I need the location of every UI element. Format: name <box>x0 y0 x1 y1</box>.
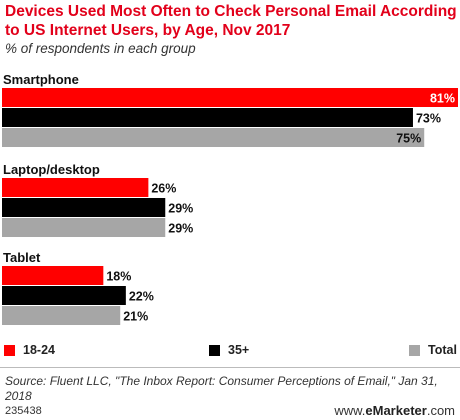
brand-prefix: www. <box>334 403 366 418</box>
legend-swatch-18-24 <box>4 344 15 356</box>
legend-swatch-total <box>409 344 420 356</box>
footer-divider <box>0 367 460 368</box>
data-label-laptop-desktop-35: 29% <box>168 202 193 216</box>
category-label-tablet: Tablet <box>3 250 41 265</box>
data-label-laptop-desktop-18-24: 26% <box>151 182 176 196</box>
bar-smartphone-total <box>2 128 425 147</box>
bar-laptop-desktop-total <box>2 218 166 237</box>
legend-swatch-35plus <box>209 344 220 356</box>
bar-laptop-desktop-18-24 <box>2 178 149 197</box>
bar-tablet-total <box>2 306 121 325</box>
bar-laptop-desktop-35 <box>2 198 166 217</box>
data-label-smartphone-35: 73% <box>416 112 441 126</box>
legend-item-18-24: 18-24 <box>4 343 55 357</box>
bar-tablet-18-24 <box>2 266 104 285</box>
chart-id: 235438 <box>5 405 42 417</box>
chart-subtitle: % of respondents in each group <box>5 41 196 56</box>
legend-item-35plus: 35+ <box>209 343 249 357</box>
data-label-laptop-desktop-total: 29% <box>168 222 193 236</box>
legend-label-18-24: 18-24 <box>23 343 55 357</box>
brand-link[interactable]: www.eMarketer.com <box>334 403 455 418</box>
data-label-smartphone-18-24: 81% <box>430 92 455 106</box>
bar-tablet-35 <box>2 286 126 305</box>
brand-name: eMarketer <box>365 403 427 418</box>
data-label-tablet-18-24: 18% <box>106 270 131 284</box>
brand-suffix: .com <box>426 403 455 418</box>
bar-smartphone-18-24 <box>2 88 458 107</box>
chart-title: Devices Used Most Often to Check Persona… <box>5 3 457 39</box>
category-label-laptop-desktop: Laptop/desktop <box>3 162 100 177</box>
data-label-tablet-35: 22% <box>129 290 154 304</box>
source-note: Source: Fluent LLC, "The Inbox Report: C… <box>5 374 438 403</box>
data-label-smartphone-total: 75% <box>396 132 421 146</box>
bar-smartphone-35 <box>2 108 413 127</box>
legend-label-total: Total <box>428 343 457 357</box>
legend-item-total: Total <box>409 343 457 357</box>
legend-label-35plus: 35+ <box>228 343 250 357</box>
bar-chart: Smartphone 81% 73% 75% Laptop/desktop 26% 29% 2… <box>2 72 458 325</box>
category-label-smartphone: Smartphone <box>3 72 79 87</box>
data-label-tablet-total: 21% <box>123 310 148 324</box>
